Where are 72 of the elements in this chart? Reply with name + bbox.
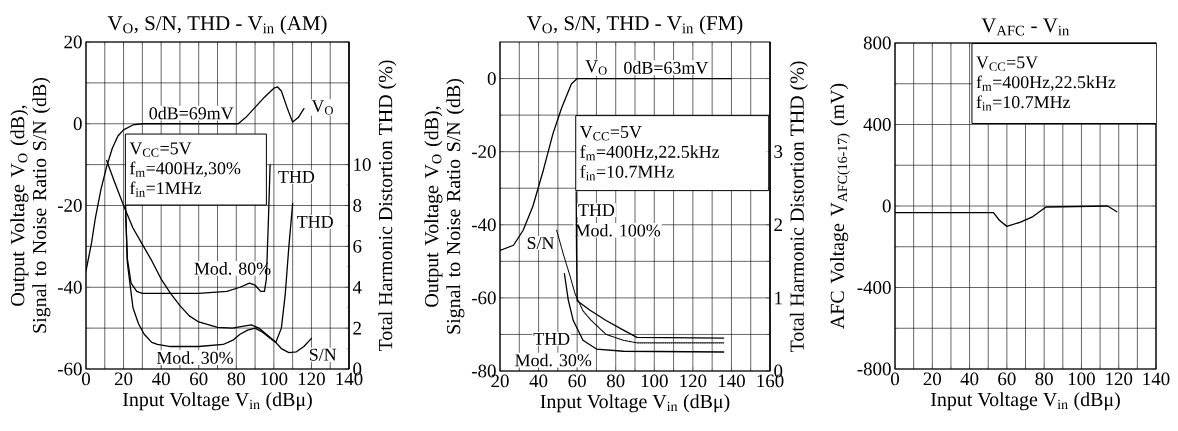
annotation: V$_{CC}$=5V	[976, 56, 1038, 71]
annotation: V$_{CC}$=5V	[129, 142, 192, 157]
x-axis-title: Input Voltage V$_{in}$ (dBμ)	[122, 392, 312, 411]
y-tick-label: 20	[64, 35, 82, 49]
y-axis-title: AFC Voltage V$_{AFC(16-17)}$ (mV)	[830, 83, 850, 329]
y-tick-label: 0	[487, 72, 496, 85]
series-label: V$_{O}$	[311, 100, 333, 115]
x-tick-label: 140	[1143, 372, 1170, 386]
x-tick-label: 60	[998, 372, 1016, 386]
series-label: THD	[578, 204, 615, 217]
x-tick-label: 0	[891, 372, 900, 386]
y2-tick-label: 4	[352, 281, 362, 294]
y-tick-label: -800	[857, 362, 891, 376]
y2-tick-label: 2	[774, 218, 782, 232]
series-label: THD	[533, 332, 570, 345]
y-tick-label: 400	[863, 118, 891, 131]
y-tick-label: 800	[863, 36, 891, 50]
x-tick-label: 80	[227, 372, 246, 386]
x-axis-title: Input Voltage V$_{in}$ (dBμ)	[931, 392, 1120, 411]
y2-tick-label: 2	[353, 321, 361, 335]
y2-tick-label: 3	[774, 145, 783, 159]
annotation: 0dB=69mV	[149, 106, 234, 120]
x-tick-label: 100	[261, 372, 288, 386]
x-tick-label: 120	[680, 374, 707, 388]
y-tick-label: -40	[57, 280, 82, 294]
chart-title: V$_{AFC}$ - V$_{in}$	[981, 18, 1070, 36]
y-tick-label: 0	[73, 117, 82, 131]
x-tick-label: 60	[568, 374, 586, 388]
x-tick-label: 100	[641, 374, 668, 388]
x-tick-label: 140	[718, 374, 745, 388]
annotation: V$_{CC}$=5V	[579, 126, 642, 141]
x-tick-label: 80	[606, 374, 625, 388]
x-tick-label: 40	[529, 374, 548, 388]
annotation: Mod. 30%	[515, 353, 592, 367]
y-tick-label: -60	[57, 362, 82, 376]
y2-axis-title: Total Harmonic Distortion THD (%)	[378, 60, 397, 352]
x-tick-label: 40	[152, 372, 170, 386]
y-tick-label: -20	[57, 199, 82, 212]
x-tick-label: 120	[298, 372, 325, 386]
x-tick-label: 20	[923, 372, 942, 386]
series-label: V$_{O}$	[585, 60, 607, 75]
series-label: S/N	[527, 237, 555, 250]
y-tick-label: 0	[882, 199, 891, 213]
series-label: S/N	[309, 348, 337, 361]
y2-tick-label: 6	[353, 240, 362, 253]
y2-axis-title: Total Harmonic Distortion THD (%)	[789, 61, 808, 353]
y2-tick-label: 10	[354, 158, 371, 172]
y2-tick-label: 8	[353, 199, 362, 212]
x-tick-label: 80	[1035, 372, 1053, 386]
y2-tick-label: 1	[775, 291, 782, 305]
annotation: f$_{in}$=10.7MHz	[976, 95, 1071, 111]
x-axis-title: Input Voltage V$_{in}$ (dBμ)	[540, 394, 730, 413]
x-tick-label: 100	[1068, 372, 1095, 386]
y-tick-label: -60	[471, 291, 496, 305]
annotation: Mod. 30%	[156, 351, 233, 364]
annotation: f$_{m}$=400Hz,22.5kHz	[976, 75, 1116, 91]
y-tick-label: -400	[857, 281, 891, 294]
annotation: f$_{in}$=1MHz	[129, 181, 202, 197]
x-tick-label: 60	[190, 372, 208, 386]
chart-title: V$_{O}$, S/N, THD - V$_{in}$ (FM)	[526, 15, 743, 35]
annotation: f$_{m}$=400Hz,30%	[129, 161, 241, 177]
y-tick-label: -40	[471, 218, 496, 232]
annotation: f$_{in}$=10.7MHz	[580, 164, 674, 181]
series-label: THD	[297, 215, 333, 228]
x-tick-label: 20	[114, 372, 133, 386]
y-tick-label: -20	[471, 145, 496, 159]
x-tick-label: 40	[960, 372, 979, 386]
chart-title: V$_{O}$, S/N, THD - V$_{in}$ (AM)	[107, 15, 327, 35]
annotation: f$_{m}$=400Hz,22.5kHz	[580, 145, 720, 161]
x-tick-label: 120	[1106, 372, 1133, 386]
annotation: 0dB=63mV	[624, 61, 709, 74]
series-label: THD	[278, 170, 315, 183]
